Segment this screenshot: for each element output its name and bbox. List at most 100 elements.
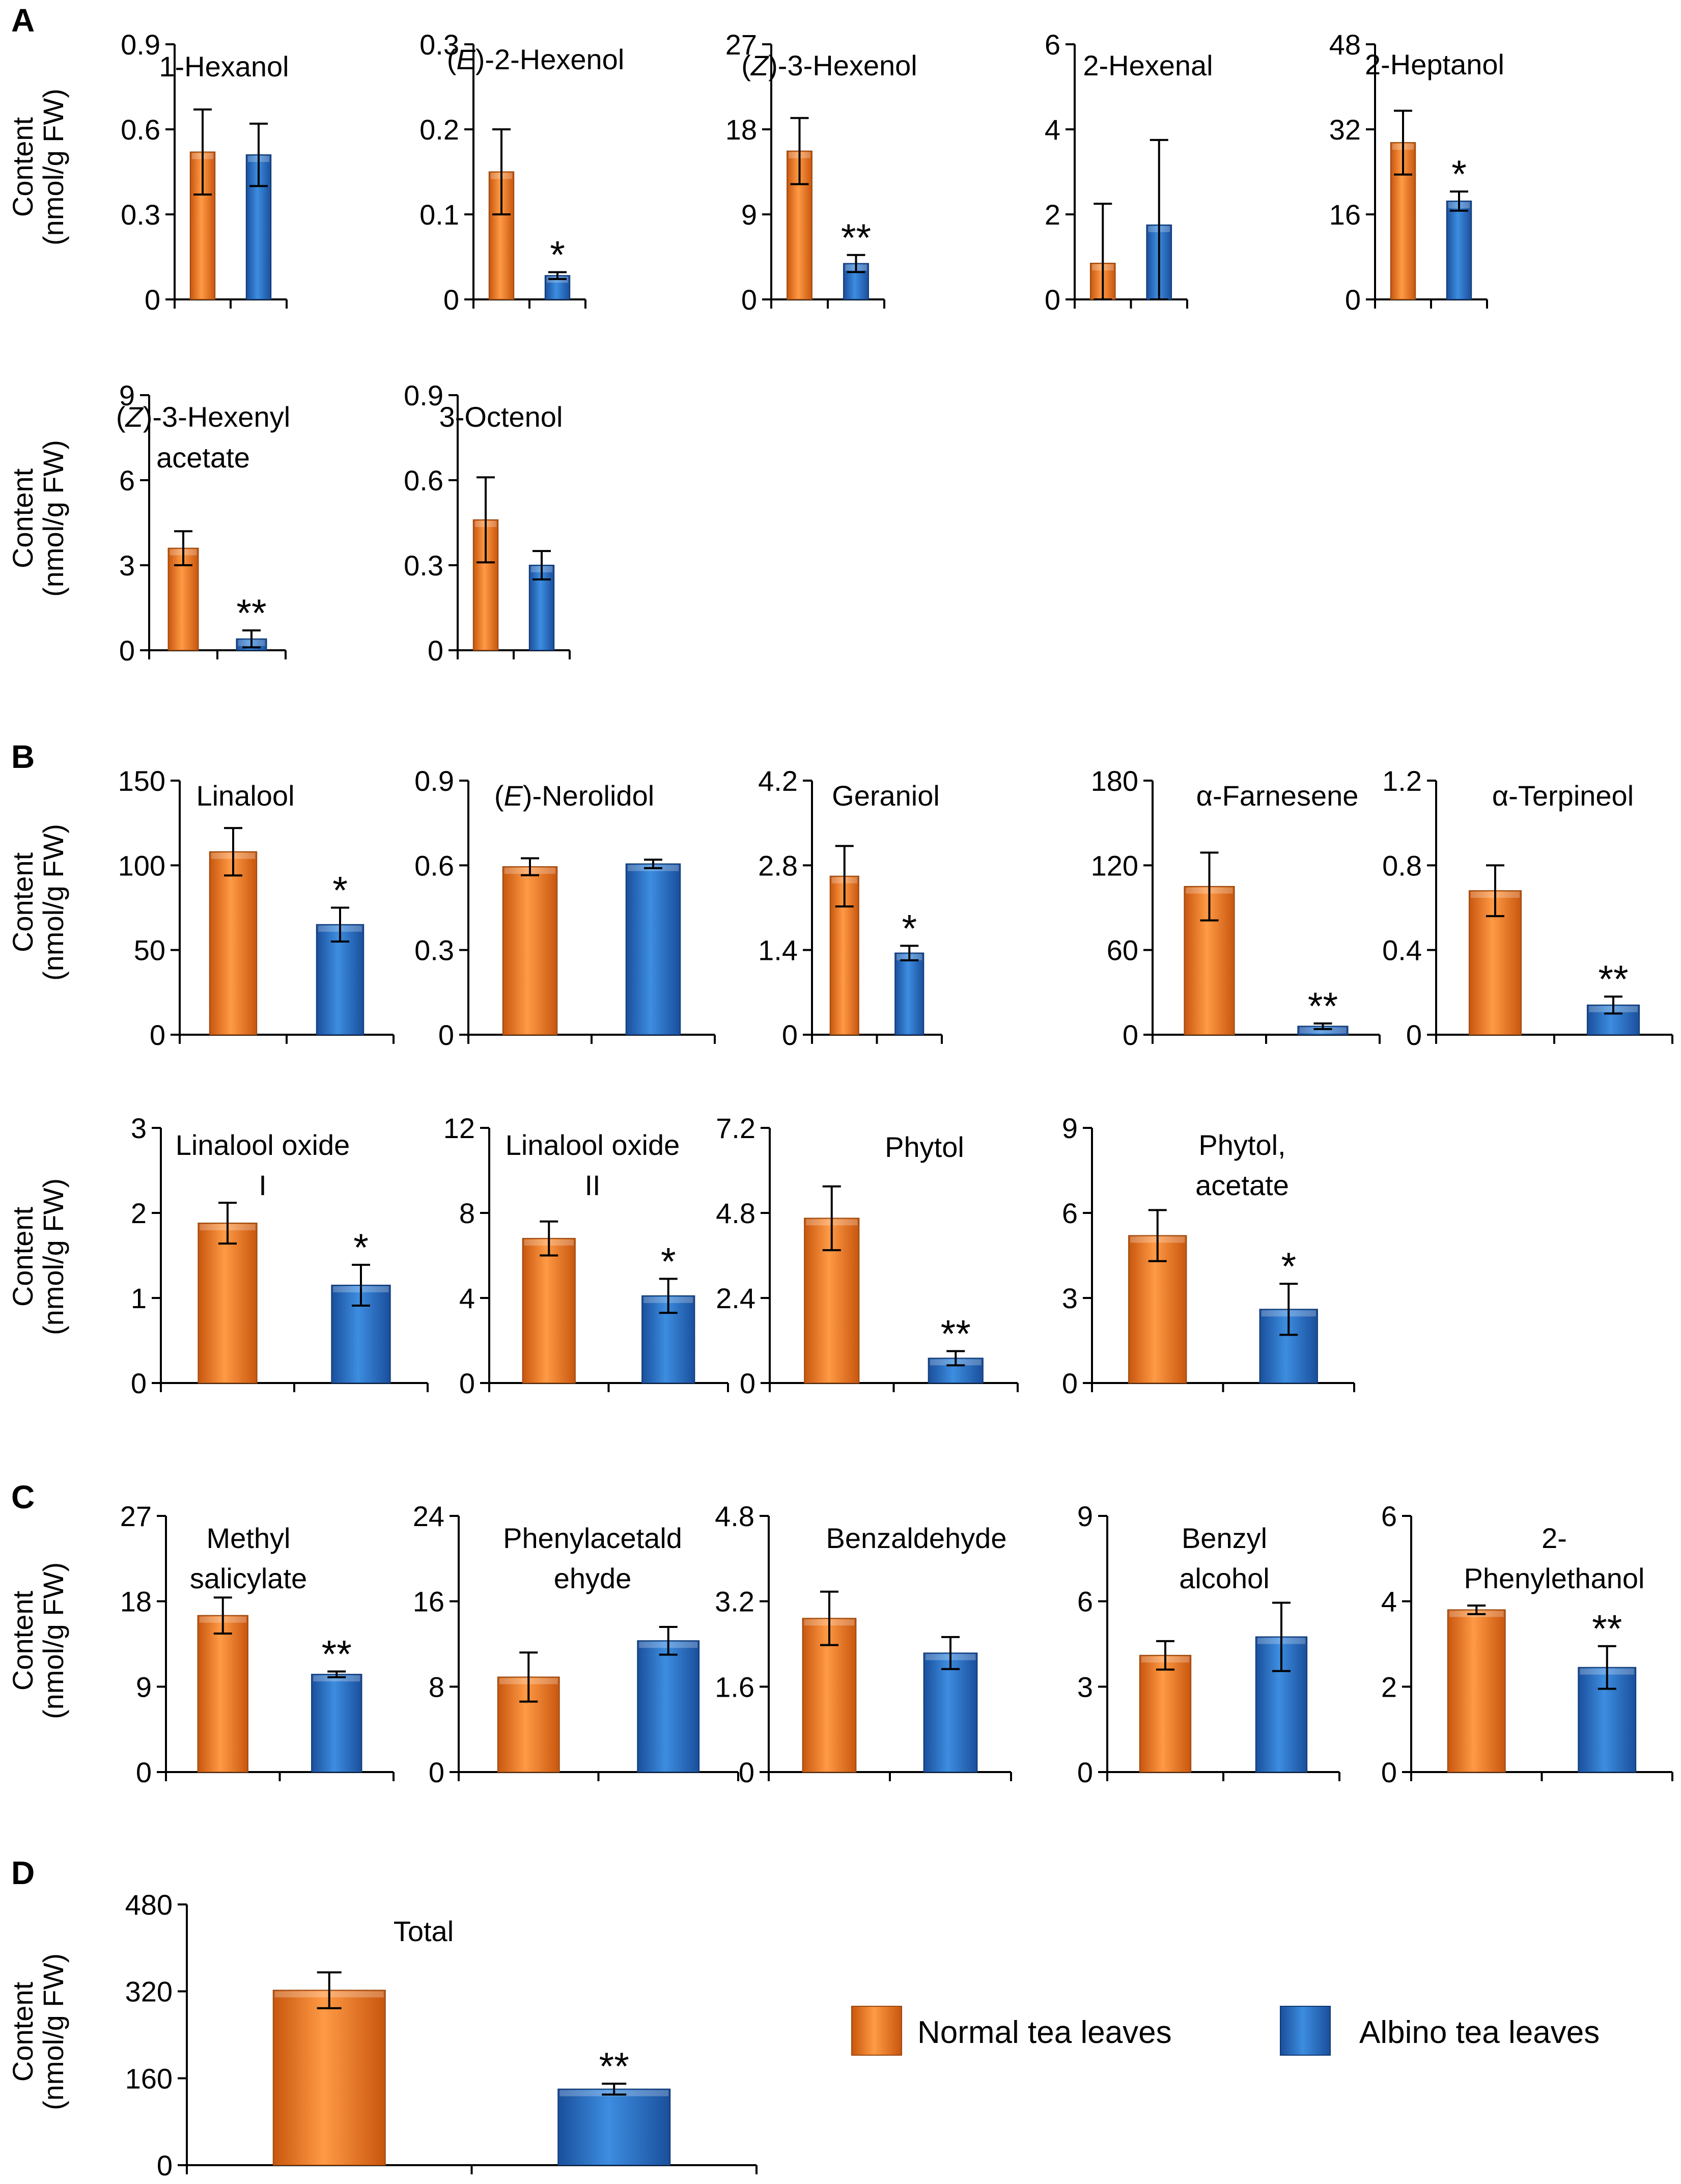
chart-21: 0 2 4 6 ** 2- Phenylethanol: [1381, 1500, 1673, 1788]
y-tick-label: 0: [1045, 284, 1060, 316]
chart-title: Linalool oxide: [176, 1129, 350, 1161]
chart-16: 0 3 6 9 * Phytol, acetate: [1062, 1112, 1355, 1399]
chart-title: Phytol,: [1198, 1129, 1285, 1161]
y-tick-label: 1: [131, 1282, 147, 1314]
y-tick-label: 0.4: [1382, 934, 1422, 966]
y-tick-label: 1.4: [758, 934, 798, 966]
y-tick-label: 48: [1329, 29, 1361, 61]
y-tick-label: 0.3: [404, 549, 443, 582]
y-tick-label: 2.8: [758, 849, 798, 881]
chart-title: Linalool oxide: [506, 1129, 680, 1161]
y-tick-label: 0: [131, 1367, 147, 1399]
chart-15: 0 2.4 4.8 7.2 ** Phytol: [716, 1112, 1019, 1399]
y-axis-label-unit: (nmol/g FW): [37, 440, 69, 597]
y-tick-label: 60: [1107, 934, 1138, 966]
y-tick-label: 0: [740, 1367, 755, 1399]
bar-normal: [1447, 1609, 1506, 1773]
bar-normal: [197, 1615, 248, 1773]
y-tick-label: 32: [1329, 114, 1361, 146]
bar-normal: [522, 1238, 576, 1384]
y-tick-label: 0: [1406, 1019, 1422, 1051]
y-tick-label: 27: [725, 29, 757, 61]
y-tick-label: 0.6: [121, 114, 160, 146]
y-tick-label: 0: [150, 1019, 165, 1051]
y-tick-label: 160: [125, 2062, 173, 2094]
chart-title: 2-Heptanol: [1365, 48, 1504, 80]
bar-highlight: [313, 1675, 360, 1682]
y-axis-label: Content: [7, 1981, 39, 2082]
y-axis-label: Content: [7, 852, 39, 952]
y-tick-label: 0.6: [414, 849, 454, 881]
y-tick-label: 2.4: [716, 1282, 755, 1314]
y-tick-label: 6: [1077, 1586, 1093, 1618]
y-tick-label: 9: [119, 379, 135, 411]
y-tick-label: 0.3: [121, 199, 160, 231]
y-tick-label: 1.6: [715, 1671, 754, 1703]
significance-marker: *: [661, 1240, 676, 1283]
panel-label-a: A: [11, 2, 35, 39]
y-tick-label: 0: [1381, 1756, 1397, 1788]
y-tick-label: 0.3: [419, 29, 459, 61]
y-axis-label: Content: [7, 117, 39, 217]
y-tick-label: 150: [118, 765, 165, 797]
y-tick-label: 8: [429, 1671, 444, 1703]
y-tick-label: 9: [136, 1671, 152, 1703]
y-tick-label: 18: [120, 1586, 152, 1618]
y-tick-label: 2: [1045, 199, 1060, 231]
significance-marker: **: [941, 1312, 971, 1356]
legend-label-normal: Normal tea leaves: [917, 2015, 1172, 2050]
y-tick-label: 0: [1077, 1756, 1093, 1788]
chart-title: 2-: [1542, 1522, 1567, 1554]
y-tick-label: 4.2: [758, 765, 798, 797]
y-tick-label: 6: [1062, 1197, 1078, 1229]
chart-19: 0 1.6 3.2 4.8 Benzaldehyde: [715, 1500, 1012, 1788]
y-tick-label: 0.8: [1382, 849, 1422, 881]
y-tick-label: 0: [1062, 1367, 1078, 1399]
y-tick-label: 3: [1062, 1282, 1078, 1314]
chart-title: Methyl: [207, 1522, 291, 1554]
y-tick-label: 16: [1329, 199, 1361, 231]
y-tick-label: 0: [443, 284, 459, 316]
y-tick-label: 1.2: [1382, 765, 1422, 797]
y-tick-label: 3: [131, 1112, 147, 1144]
bar-albino: [316, 924, 365, 1036]
chart-title: Phytol: [885, 1131, 964, 1163]
bar-normal: [1184, 886, 1235, 1035]
bar-albino: [894, 952, 924, 1036]
bar-albino: [923, 1652, 978, 1773]
y-tick-label: 2: [131, 1197, 147, 1229]
y-tick-label: 0.2: [419, 114, 459, 146]
chart-18: 0 8 16 24 Phenylacetald ehyde: [413, 1500, 739, 1788]
y-axis-label-unit: (nmol/g FW): [37, 1953, 69, 2110]
y-tick-label: 12: [443, 1112, 475, 1144]
y-tick-label: 480: [125, 1889, 173, 1921]
chart-title-line2: I: [259, 1169, 267, 1201]
significance-marker: **: [1598, 958, 1628, 1001]
chart-8: 0 50 100 150 * Linalool Content(nmol/g FW): [7, 765, 395, 1051]
chart-5: 0 16 32 48 * 2-Heptanol: [1329, 29, 1504, 316]
chart-11: 0 60 120 180 ** α-Farnesene: [1091, 765, 1381, 1051]
significance-marker: *: [353, 1226, 369, 1269]
y-tick-label: 9: [1077, 1500, 1093, 1532]
significance-marker: *: [1281, 1245, 1296, 1288]
y-tick-label: 24: [413, 1500, 444, 1532]
y-tick-label: 4: [459, 1282, 475, 1314]
y-tick-label: 0.1: [419, 199, 459, 231]
chart-4: 0 2 4 6 2-Hexenal: [1045, 29, 1213, 316]
y-tick-label: 4: [1045, 114, 1060, 146]
bar-highlight: [1299, 1027, 1347, 1034]
chart-title-line2: ehyde: [554, 1562, 632, 1594]
y-tick-label: 50: [134, 934, 165, 966]
y-tick-label: 0: [136, 1756, 152, 1788]
y-tick-label: 120: [1091, 849, 1138, 881]
chart-title-line2: II: [584, 1169, 600, 1201]
bar-albino: [637, 1640, 700, 1773]
significance-marker: *: [902, 907, 917, 950]
chart-6: 0 3 6 9 ** (Z)-3-Hexenyl acetate Content(nmol/g…: [7, 379, 290, 667]
y-tick-label: 8: [459, 1197, 475, 1229]
bar-normal: [502, 866, 558, 1036]
significance-marker: **: [236, 592, 266, 635]
chart-title: Phenylacetald: [503, 1522, 682, 1554]
y-axis-label-unit: (nmol/g FW): [37, 824, 69, 981]
y-tick-label: 3.2: [715, 1586, 754, 1618]
